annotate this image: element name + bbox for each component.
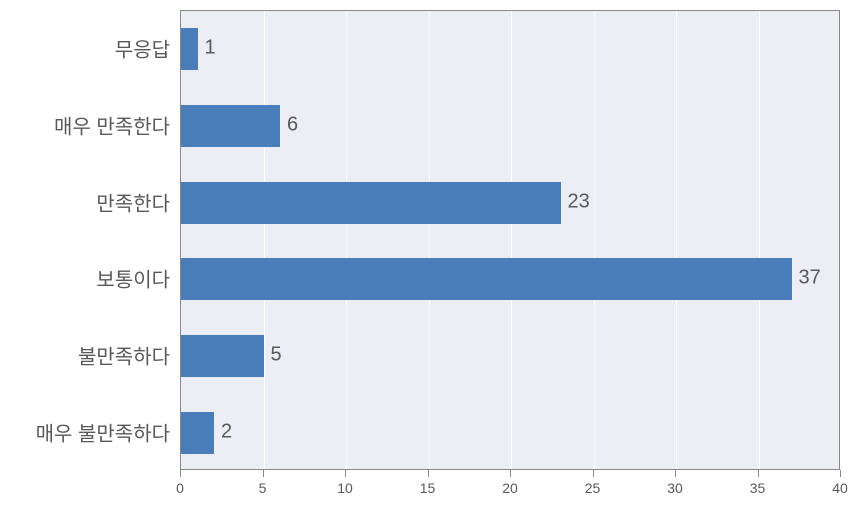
grid-line — [429, 11, 430, 469]
y-axis-label: 불만족하다 — [78, 341, 170, 370]
grid-line — [676, 11, 677, 469]
data-label: 5 — [271, 344, 282, 367]
x-tick-mark — [675, 470, 676, 477]
grid-line — [841, 11, 842, 469]
y-axis-label: 만족한다 — [96, 187, 170, 216]
x-tick-label: 5 — [259, 480, 267, 496]
x-tick-mark — [758, 470, 759, 477]
data-label: 23 — [568, 190, 590, 213]
x-tick-label: 25 — [585, 480, 601, 496]
grid-line — [264, 11, 265, 469]
bar — [181, 335, 264, 377]
x-tick-mark — [840, 470, 841, 477]
x-tick-mark — [593, 470, 594, 477]
x-tick-mark — [510, 470, 511, 477]
data-label: 2 — [221, 420, 232, 443]
y-axis-label: 보통이다 — [96, 264, 170, 293]
x-tick-label: 0 — [176, 480, 184, 496]
data-label: 1 — [205, 37, 216, 60]
y-axis-label: 매우 불만족하다 — [36, 417, 170, 446]
x-tick-mark — [345, 470, 346, 477]
x-tick-mark — [180, 470, 181, 477]
x-tick-label: 15 — [420, 480, 436, 496]
chart-container: 0510152025303540무응답1매우 만족한다6만족한다23보통이다37… — [0, 0, 859, 509]
data-label: 37 — [799, 267, 821, 290]
x-tick-mark — [428, 470, 429, 477]
bar — [181, 412, 214, 454]
x-tick-mark — [263, 470, 264, 477]
y-axis-label: 무응답 — [115, 34, 170, 63]
data-label: 6 — [287, 114, 298, 137]
grid-line — [759, 11, 760, 469]
x-tick-label: 20 — [502, 480, 518, 496]
grid-line — [594, 11, 595, 469]
x-tick-label: 35 — [750, 480, 766, 496]
bar — [181, 28, 198, 70]
x-tick-label: 30 — [667, 480, 683, 496]
x-tick-label: 10 — [337, 480, 353, 496]
bar — [181, 182, 561, 224]
grid-line — [346, 11, 347, 469]
bar — [181, 105, 280, 147]
y-axis-label: 매우 만족한다 — [54, 111, 170, 140]
bar — [181, 258, 792, 300]
plot-area — [180, 10, 840, 470]
x-tick-label: 40 — [832, 480, 848, 496]
grid-line — [511, 11, 512, 469]
